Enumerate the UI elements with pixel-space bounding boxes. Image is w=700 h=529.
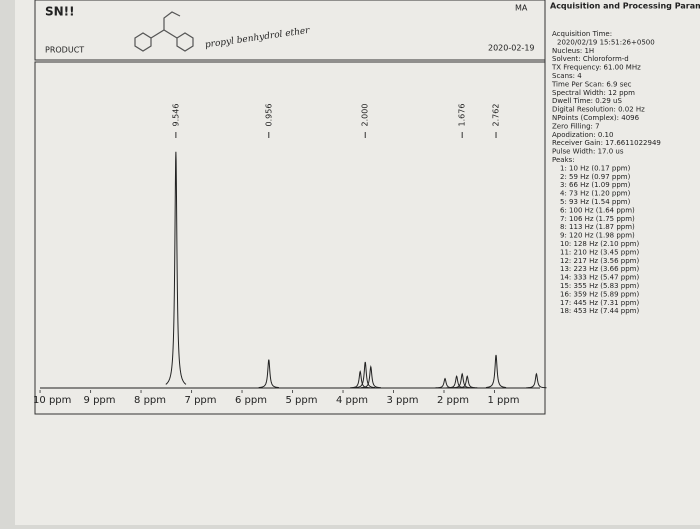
integral-label: 1.676 bbox=[458, 104, 467, 127]
peak-entry: 15: 355 Hz (5.83 ppm) bbox=[560, 282, 639, 290]
panel-title: Acquisition and Processing Parameters bbox=[550, 2, 700, 11]
x-tick-label: 10 ppm bbox=[33, 395, 71, 406]
peak bbox=[258, 359, 279, 389]
x-tick-label: 2 ppm bbox=[437, 395, 469, 406]
peak bbox=[360, 365, 381, 389]
peak-entry: 18: 453 Hz (7.44 ppm) bbox=[560, 307, 639, 315]
peak-entry: 11: 210 Hz (3.45 ppm) bbox=[560, 248, 639, 256]
peak-entry: 14: 333 Hz (5.47 ppm) bbox=[560, 274, 639, 282]
peak-entry: 4: 73 Hz (1.20 ppm) bbox=[560, 190, 631, 198]
peak-entry: 17: 445 Hz (7.31 ppm) bbox=[560, 299, 639, 307]
peak-entry: 2: 59 Hz (0.97 ppm) bbox=[560, 173, 631, 181]
parameter: Scans: 4 bbox=[552, 72, 582, 80]
parameter: Apodization: 0.10 bbox=[552, 131, 613, 139]
parameter: Pulse Width: 17.0 us bbox=[552, 148, 624, 156]
title: SN!! bbox=[45, 5, 75, 19]
date: 2020-02-19 bbox=[488, 44, 535, 53]
parameter: Solvent: Chloroform-d bbox=[552, 55, 629, 63]
paper bbox=[15, 0, 700, 525]
parameter: 2020/02/19 15:51:26+0500 bbox=[557, 38, 655, 46]
parameter: Peaks: bbox=[552, 156, 575, 164]
product: PRODUCT bbox=[45, 46, 84, 55]
peak-entry: 12: 217 Hz (3.56 ppm) bbox=[560, 257, 639, 265]
integral-label: 0.956 bbox=[264, 104, 273, 127]
parameter: Time Per Scan: 6.9 sec bbox=[551, 80, 632, 88]
peak-entry: 8: 113 Hz (1.87 ppm) bbox=[560, 223, 635, 231]
parameter: Zero Filling: 7 bbox=[552, 122, 600, 130]
molecule bbox=[134, 11, 194, 52]
peak bbox=[526, 372, 547, 389]
peak-entry: 16: 359 Hz (5.89 ppm) bbox=[560, 290, 639, 298]
peak-entry: 9: 120 Hz (1.98 ppm) bbox=[560, 232, 635, 240]
peak-entry: 1: 10 Hz (0.17 ppm) bbox=[560, 164, 631, 172]
peak bbox=[457, 375, 478, 389]
parameter: Nucleus: 1H bbox=[552, 47, 594, 55]
peak bbox=[446, 375, 467, 389]
initials: MA bbox=[515, 4, 528, 13]
peak bbox=[355, 361, 376, 389]
parameter: Digital Resolution: 0.02 Hz bbox=[552, 106, 645, 114]
peak bbox=[350, 370, 371, 389]
x-tick-label: 9 ppm bbox=[84, 395, 116, 406]
x-tick-label: 6 ppm bbox=[235, 395, 267, 406]
integral-label: 2.000 bbox=[361, 104, 370, 127]
x-tick-label: 4 ppm bbox=[336, 395, 368, 406]
x-tick-label: 1 ppm bbox=[488, 395, 520, 406]
peak bbox=[485, 354, 507, 388]
peak bbox=[165, 151, 187, 385]
peak-entry: 3: 66 Hz (1.09 ppm) bbox=[560, 181, 631, 189]
peak-entry: 7: 106 Hz (1.75 ppm) bbox=[560, 215, 635, 223]
peak-entry: 10: 128 Hz (2.10 ppm) bbox=[560, 240, 639, 248]
parameter: Acquisition Time: bbox=[552, 30, 612, 38]
integral-label: 2.762 bbox=[492, 104, 501, 127]
x-tick-label: 7 ppm bbox=[185, 395, 217, 406]
parameter: Spectral Width: 12 ppm bbox=[552, 89, 635, 97]
x-tick-label: 3 ppm bbox=[387, 395, 419, 406]
x-tick-label: 5 ppm bbox=[286, 395, 318, 406]
integral-label: 9.546 bbox=[171, 104, 180, 127]
parameter: TX Frequency: 61.00 MHz bbox=[551, 64, 641, 72]
x-tick-label: 8 ppm bbox=[134, 395, 166, 406]
peak-entry: 13: 223 Hz (3.66 ppm) bbox=[560, 265, 639, 273]
parameter: Dwell Time: 0.29 uS bbox=[552, 97, 622, 105]
peak-entry: 5: 93 Hz (1.54 ppm) bbox=[560, 198, 631, 206]
peak bbox=[452, 372, 473, 389]
peak-entry: 6: 100 Hz (1.64 ppm) bbox=[560, 206, 635, 214]
parameter: Receiver Gain: 17.6611022949 bbox=[552, 139, 661, 147]
parameter: NPoints (Complex): 4096 bbox=[552, 114, 640, 122]
